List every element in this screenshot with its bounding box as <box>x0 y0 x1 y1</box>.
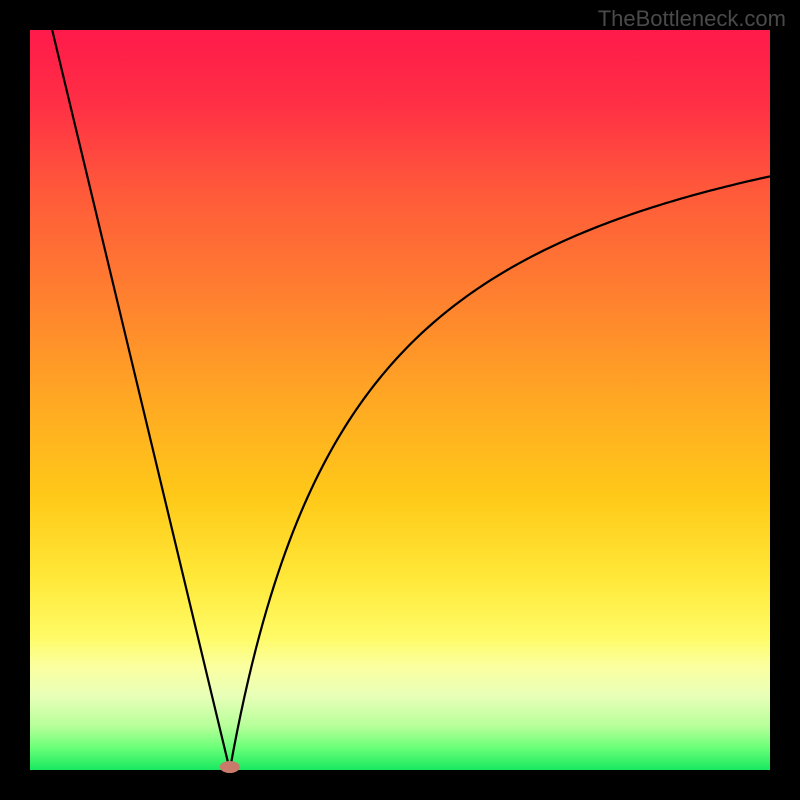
bottleneck-chart <box>0 0 800 800</box>
chart-frame: TheBottleneck.com <box>0 0 800 800</box>
optimal-point-marker <box>220 761 240 773</box>
attribution-text: TheBottleneck.com <box>598 6 786 32</box>
